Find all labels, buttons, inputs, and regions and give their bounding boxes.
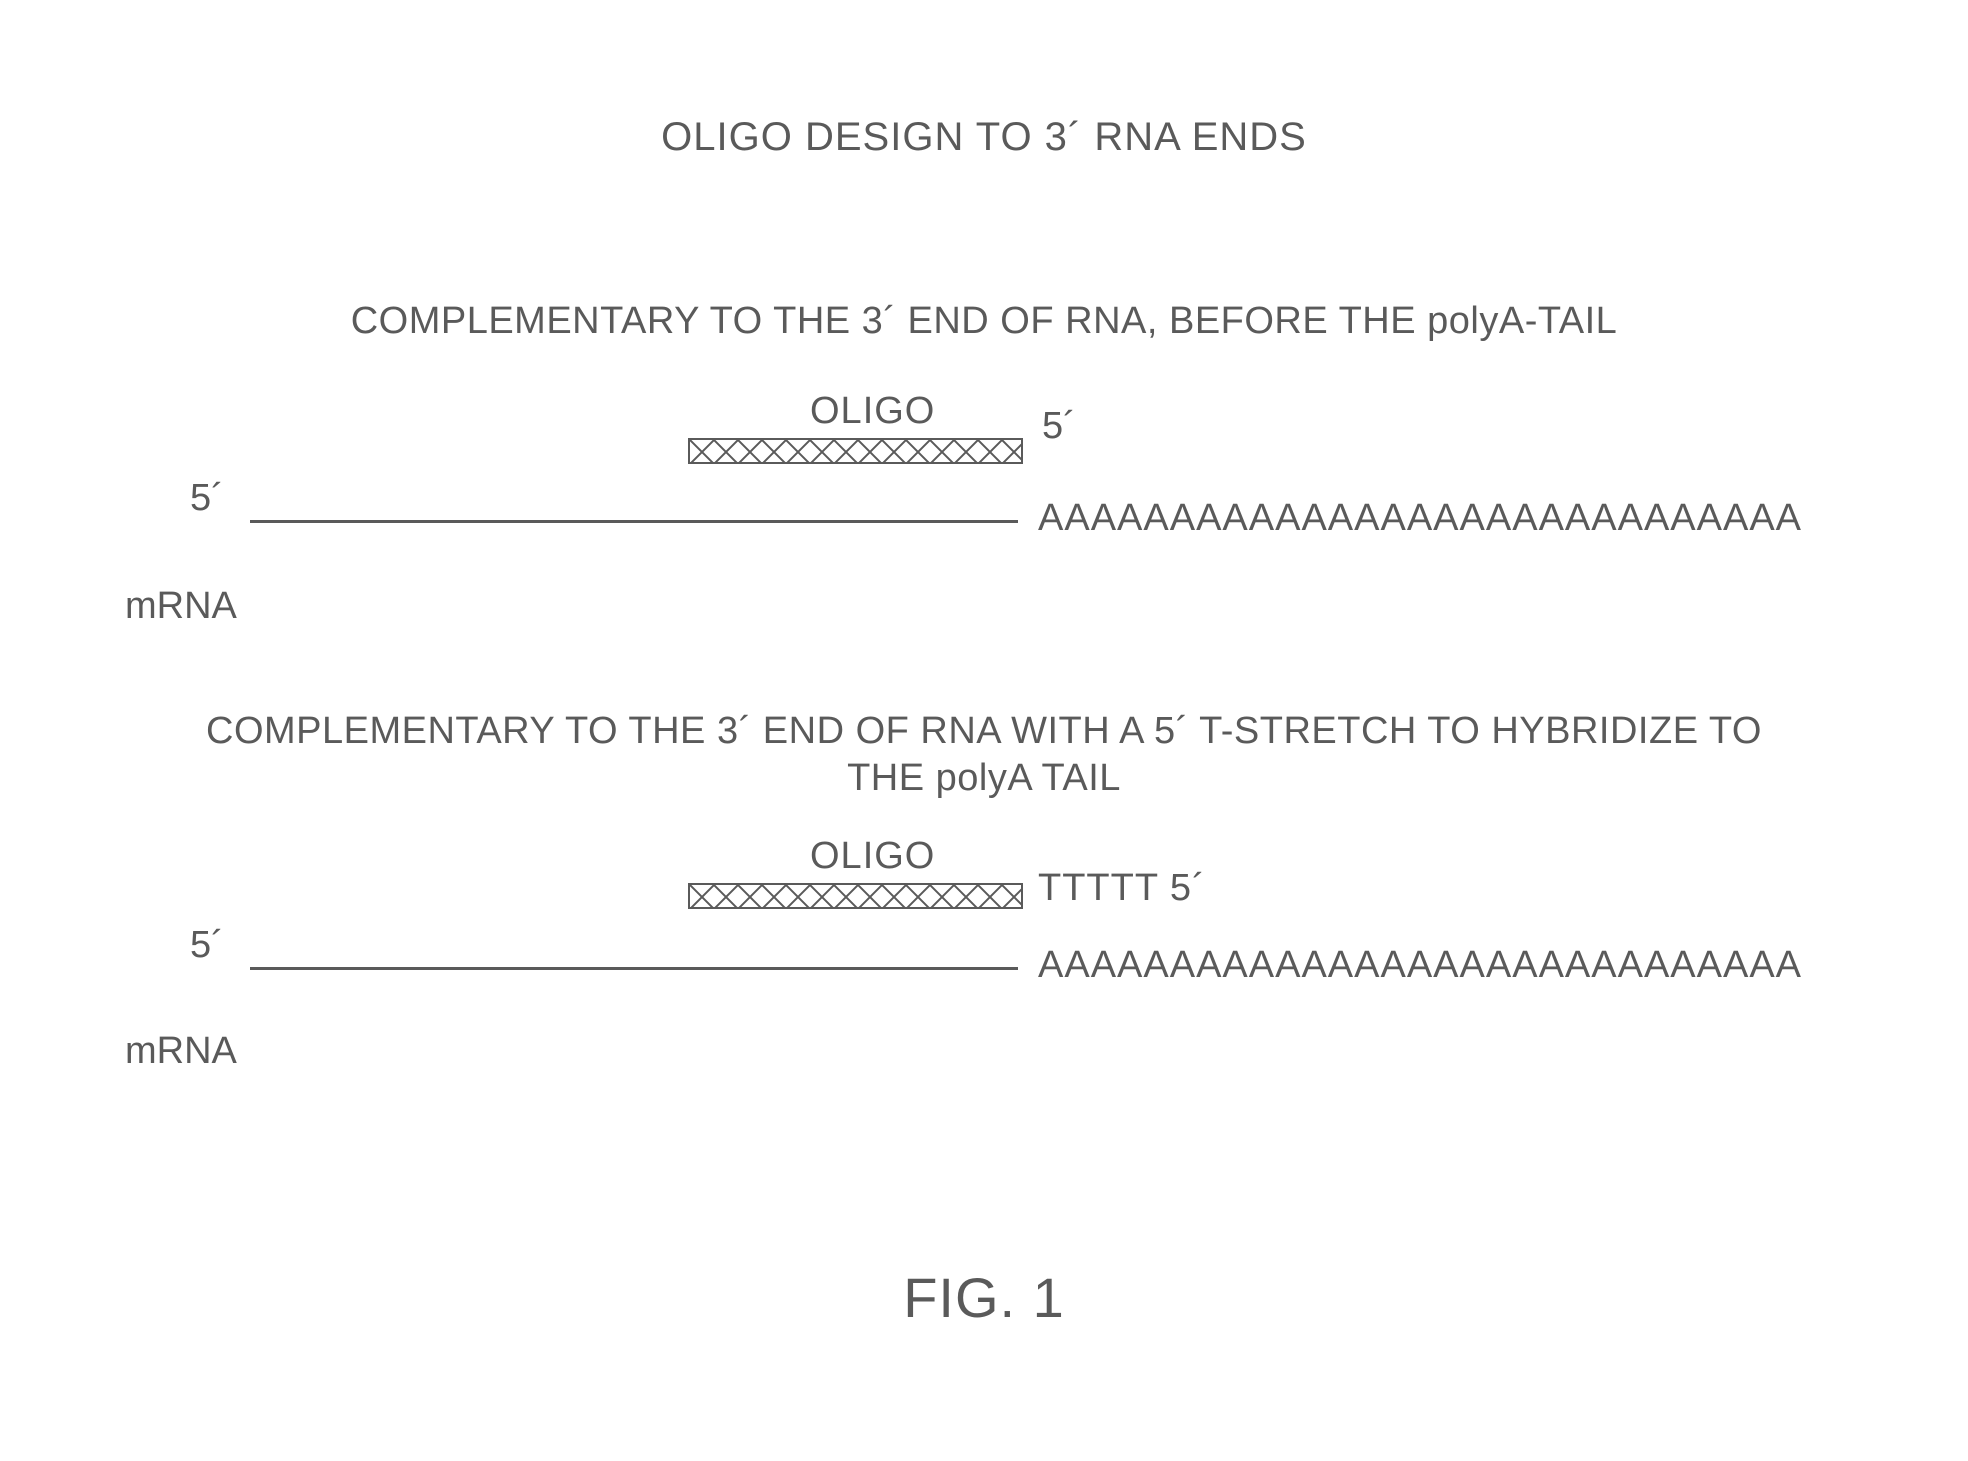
panel2-mrna-5prime: 5´ [190,924,224,967]
hatch-pattern-icon [690,885,1021,907]
panel2-oligo-label: OLIGO [810,835,935,878]
panel2-mrna-label: mRNA [125,1030,237,1073]
hatch-pattern-icon [690,440,1021,462]
panel2-mrna-line [250,967,1018,970]
panel2-subtitle-line2: THE polyA TAIL [847,757,1121,800]
panel2-subtitle-line1: COMPLEMENTARY TO THE 3´ END OF RNA WITH … [206,710,1762,753]
panel2-oligo-bar [688,883,1023,909]
panel1-oligo-label: OLIGO [810,390,935,433]
panel2-poly-a-tail: AAAAAAAAAAAAAAAAAAAAAAAAAAAAA [1038,944,1802,987]
panel1-poly-a-tail: AAAAAAAAAAAAAAAAAAAAAAAAAAAAA [1038,497,1802,540]
figure-label: FIG. 1 [903,1265,1065,1330]
diagram-title: OLIGO DESIGN TO 3´ RNA ENDS [661,115,1307,160]
panel1-oligo-bar [688,438,1023,464]
panel2-t-stretch: TTTTT 5´ [1038,867,1206,910]
panel1-mrna-label: mRNA [125,585,237,628]
panel1-oligo-5prime: 5´ [1042,405,1076,448]
panel1-subtitle: COMPLEMENTARY TO THE 3´ END OF RNA, BEFO… [351,300,1618,343]
panel1-mrna-line [250,520,1018,523]
panel1-mrna-5prime: 5´ [190,477,224,520]
